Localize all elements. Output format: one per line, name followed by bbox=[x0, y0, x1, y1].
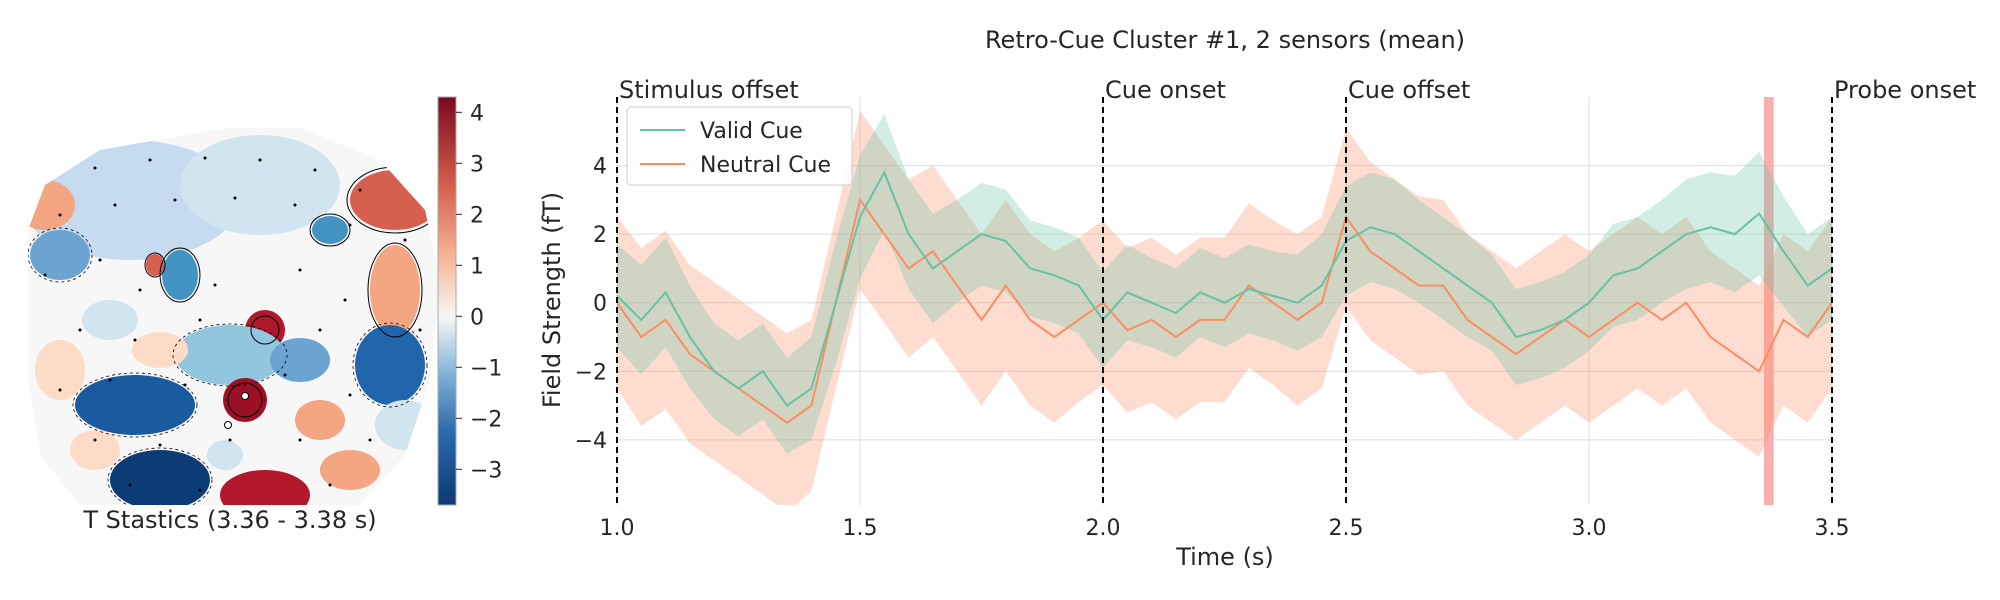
topomap-title: T Stastics (3.36 - 3.38 s) bbox=[82, 506, 376, 534]
highlighted-sensor bbox=[224, 421, 232, 429]
y-tick-label: 0 bbox=[593, 292, 607, 317]
timecourse-plot: Retro-Cue Cluster #1, 2 sensors (mean) S… bbox=[538, 26, 1976, 571]
x-tick-label: 1.5 bbox=[843, 516, 878, 541]
colorbar-tick-label: 0 bbox=[470, 305, 484, 330]
legend-label-valid: Valid Cue bbox=[700, 119, 803, 144]
colorbar: −3 −2 −1 0 1 2 3 4 bbox=[437, 96, 502, 506]
confidence-band-neutral-cue bbox=[617, 110, 1832, 505]
colorbar-tick-label: 1 bbox=[470, 254, 484, 279]
colorbar-tick-label: 4 bbox=[470, 101, 484, 126]
x-tick-label: 2.5 bbox=[1329, 516, 1364, 541]
topomap: T Stastics (3.36 - 3.38 s) bbox=[28, 128, 440, 534]
colorbar-tick-label: −3 bbox=[470, 458, 502, 483]
x-tick-label: 3.5 bbox=[1815, 516, 1850, 541]
x-tick-label: 3.0 bbox=[1572, 516, 1607, 541]
colorbar-scale bbox=[437, 96, 457, 506]
legend-box bbox=[626, 106, 853, 186]
event-label: Cue onset bbox=[1105, 76, 1226, 104]
colorbar-tick-label: 2 bbox=[470, 203, 484, 228]
legend-label-neutral: Neutral Cue bbox=[700, 153, 831, 178]
timecourse-title: Retro-Cue Cluster #1, 2 sensors (mean) bbox=[985, 26, 1465, 54]
y-tick-label: −4 bbox=[575, 429, 607, 454]
x-tick-label: 2.0 bbox=[1086, 516, 1121, 541]
y-tick-label: −2 bbox=[575, 360, 607, 385]
event-label: Cue offset bbox=[1348, 76, 1470, 104]
x-tick-label: 1.0 bbox=[600, 516, 635, 541]
y-tick-label: 4 bbox=[593, 155, 607, 180]
colorbar-tick-label: −2 bbox=[470, 407, 502, 432]
event-label: Stimulus offset bbox=[619, 76, 799, 104]
confidence-band-valid-cue bbox=[617, 114, 1832, 454]
colorbar-tick-label: 3 bbox=[470, 152, 484, 177]
y-axis-label: Field Strength (fT) bbox=[538, 192, 566, 408]
series-line-valid-cue bbox=[617, 170, 1832, 407]
legend: Valid Cue Neutral Cue bbox=[626, 106, 853, 186]
significance-window bbox=[1763, 97, 1774, 505]
y-tick-label: 2 bbox=[593, 223, 607, 248]
highlighted-sensor bbox=[241, 392, 249, 400]
x-axis-label: Time (s) bbox=[1175, 543, 1274, 571]
event-label: Probe onset bbox=[1834, 76, 1976, 104]
series-line-neutral-cue bbox=[617, 197, 1832, 424]
colorbar-tick-label: −1 bbox=[470, 356, 502, 381]
